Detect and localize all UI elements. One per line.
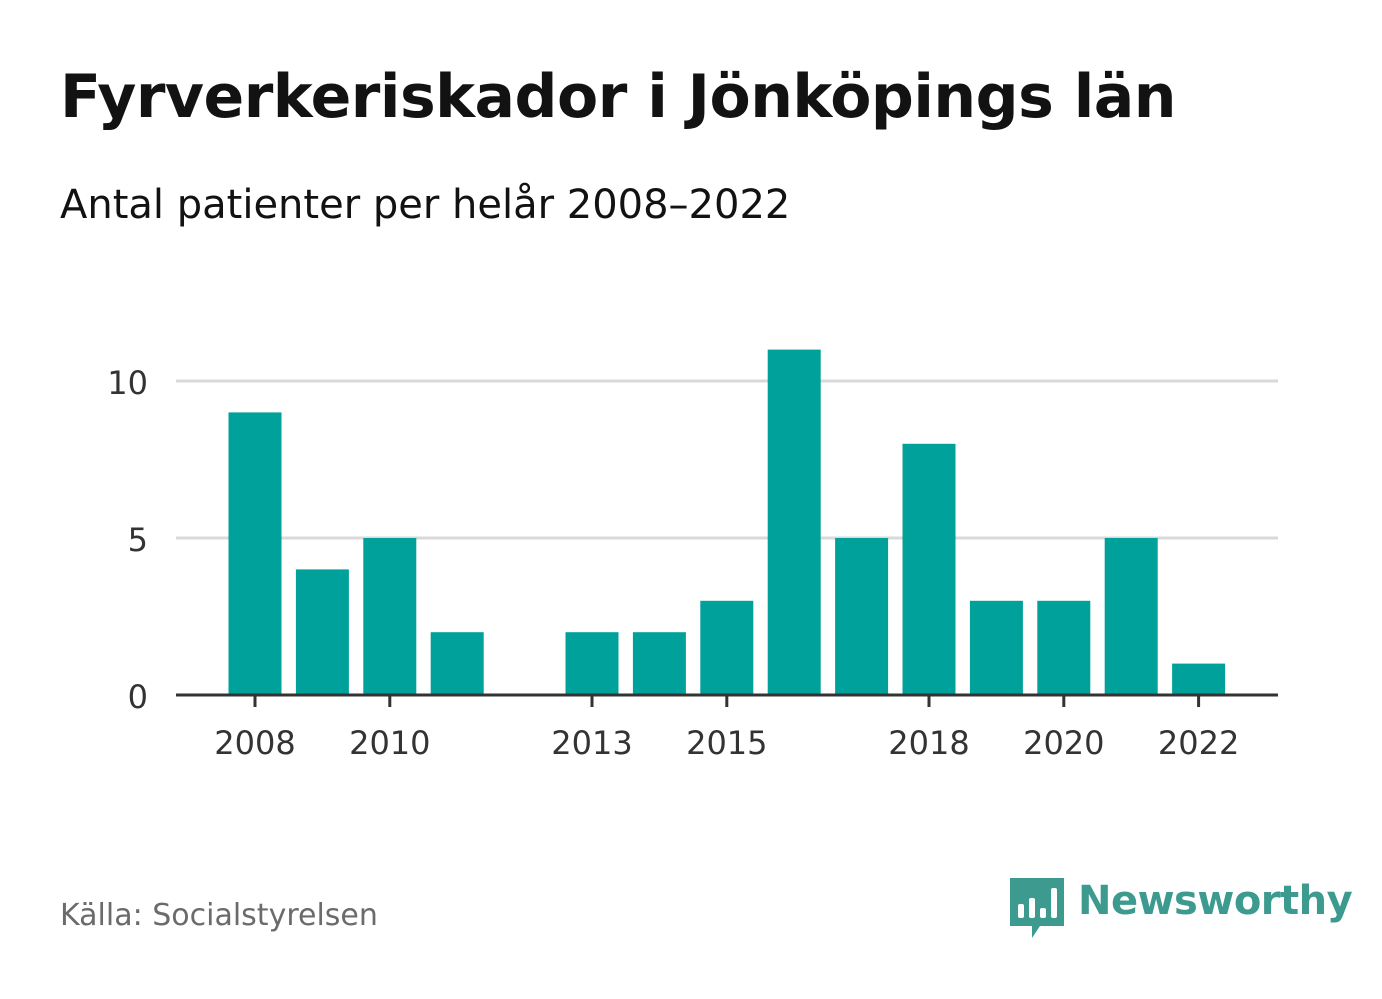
bar-2017 xyxy=(835,538,889,695)
gridlines xyxy=(176,379,1278,540)
brand-logo: Newsworthy xyxy=(1010,878,1353,942)
x-tick-label-2013: 2013 xyxy=(551,724,632,762)
bar-2020 xyxy=(1037,600,1091,695)
bar-2015 xyxy=(700,600,754,695)
bar-2021 xyxy=(1104,538,1158,695)
chart-subtitle: Antal patienter per helår 2008–2022 xyxy=(60,182,791,228)
bar-2008 xyxy=(228,412,282,695)
bar-2010 xyxy=(363,538,417,695)
bar-2014 xyxy=(632,632,686,695)
bars xyxy=(228,349,1226,695)
chart-title: Fyrverkeriskador i Jönköpings län xyxy=(60,62,1176,132)
x-tick-label-2022: 2022 xyxy=(1158,724,1239,762)
bar-2018 xyxy=(902,443,956,695)
bar-2019 xyxy=(969,600,1023,695)
y-tick-label-5: 5 xyxy=(128,521,148,559)
bar-2016 xyxy=(767,349,821,695)
x-tick-label-2008: 2008 xyxy=(214,724,295,762)
y-tick-label-10: 10 xyxy=(107,364,148,402)
bar-2022 xyxy=(1172,663,1226,695)
bar-2013 xyxy=(565,632,619,695)
x-tick-label-2020: 2020 xyxy=(1023,724,1104,762)
x-tick-label-2015: 2015 xyxy=(686,724,767,762)
x-tick-label-2010: 2010 xyxy=(349,724,430,762)
source-note: Källa: Socialstyrelsen xyxy=(60,898,378,933)
bar-chart-speech-bubble-icon xyxy=(1010,878,1064,938)
axes: 0 5 10 2008 2010 2013 2015 2018 2020 2022 xyxy=(107,364,1278,762)
y-tick-label-0: 0 xyxy=(128,678,148,716)
bar-2009 xyxy=(295,569,349,695)
x-tick-label-2018: 2018 xyxy=(888,724,969,762)
bar-2011 xyxy=(430,632,484,695)
brand-name: Newsworthy xyxy=(1078,878,1353,924)
